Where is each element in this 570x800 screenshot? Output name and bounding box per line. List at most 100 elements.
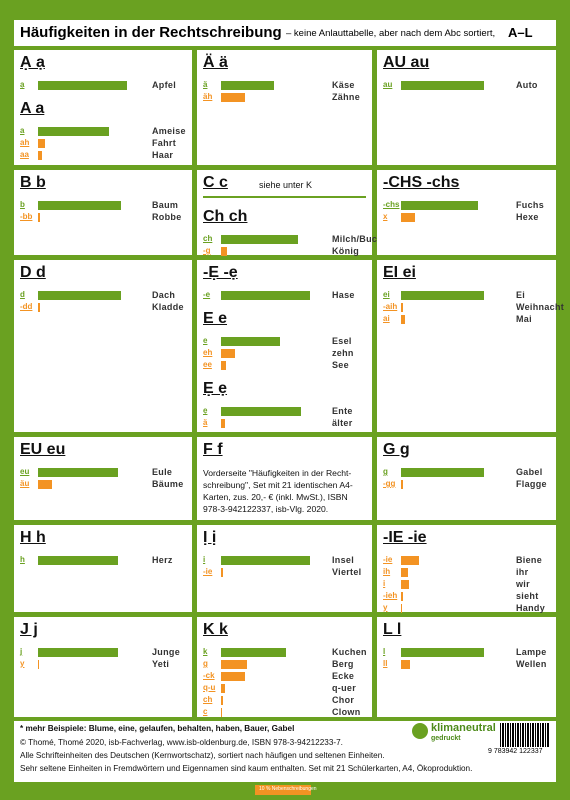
- example-word: Hase: [332, 290, 355, 300]
- frequency-bar: [221, 556, 310, 565]
- grapheme: -aih: [383, 302, 398, 311]
- frequency-bar: [221, 696, 224, 705]
- grapheme: ih: [383, 567, 391, 576]
- heading: AU au: [383, 54, 430, 71]
- grapheme: ch: [203, 234, 213, 243]
- frequency-bar: [221, 361, 226, 370]
- frequency-bar: [401, 648, 484, 657]
- heading: L l: [383, 621, 402, 638]
- card: G g g Gabel -gg Flagge: [377, 437, 556, 520]
- frequency-bar: [221, 349, 236, 358]
- grapheme: ä: [203, 418, 208, 427]
- frequency-bar: [38, 648, 119, 657]
- card: -CHS -chs -chs Fuchs x Hexe: [377, 170, 556, 255]
- frequency-bar: [401, 604, 403, 613]
- example-word: Auto: [516, 80, 538, 90]
- grapheme: ä: [203, 80, 208, 89]
- logo-subtitle: gedruckt: [431, 735, 461, 742]
- example-word: q-uer: [332, 683, 356, 693]
- frequency-bar: [38, 660, 40, 669]
- footer-line: © Thomé, Thomé 2020, isb-Fachverlag, www…: [20, 738, 343, 747]
- grapheme: eu: [20, 467, 30, 476]
- grapheme: -bb: [20, 212, 33, 221]
- example-word: Flagge: [516, 479, 547, 489]
- frequency-bar: [401, 81, 484, 90]
- frequency-bar: [221, 291, 310, 300]
- frequency-bar: [401, 315, 405, 324]
- note: siehe unter K: [259, 180, 313, 190]
- card: AU au au Auto: [377, 50, 556, 165]
- grapheme: l: [383, 647, 386, 656]
- heading: -Ẹ -ẹ: [203, 264, 238, 281]
- example-word: Dach: [152, 290, 176, 300]
- example-word: Yeti: [152, 659, 170, 669]
- heading: F f: [203, 441, 223, 458]
- example-word: Ente: [332, 406, 353, 416]
- frequency-bar: [401, 480, 404, 489]
- heading: -IE -ie: [383, 529, 427, 546]
- frequency-bar: [38, 213, 41, 222]
- frequency-bar: [401, 568, 409, 577]
- frequency-bar: [221, 93, 245, 102]
- example-word: Ameise: [152, 126, 186, 136]
- grapheme: aa: [20, 150, 29, 159]
- divider: [203, 196, 366, 198]
- frequency-bar: [401, 303, 404, 312]
- frequency-bar: [221, 247, 227, 256]
- heading: A a: [20, 100, 45, 117]
- frequency-bar: [38, 291, 121, 300]
- footer-box: * mehr Beispiele: Blume, eine, gelaufen,…: [14, 721, 556, 782]
- footer-line: Sehr seltene Einheiten in Fremdwörtern u…: [20, 764, 473, 773]
- frequency-bar: [38, 81, 127, 90]
- grapheme: y: [20, 659, 25, 668]
- heading: G g: [383, 441, 410, 458]
- frequency-bar: [38, 468, 119, 477]
- example-word: Ei: [516, 290, 526, 300]
- grapheme: ll: [383, 659, 388, 668]
- card: H h h Herz: [14, 525, 192, 612]
- heading: Ạ ạ: [20, 54, 45, 71]
- frequency-bar: [221, 708, 223, 717]
- frequency-bar: [221, 672, 245, 681]
- example-word: Fuchs: [516, 200, 545, 210]
- grapheme: i: [203, 555, 206, 564]
- example-word: Herz: [152, 555, 173, 565]
- heading: B b: [20, 174, 46, 191]
- example-word: Junge: [152, 647, 181, 657]
- frequency-bar: [221, 568, 224, 577]
- example-word: sieht: [516, 591, 539, 601]
- example-word: Kladde: [152, 302, 184, 312]
- example-word: Weihnacht: [516, 302, 565, 312]
- grapheme: y: [383, 603, 388, 612]
- tag-text: 10 % Nebenschreibungen: [259, 786, 317, 792]
- heading: K k: [203, 621, 228, 638]
- example-word: Lampe: [516, 647, 547, 657]
- card: -IE -ie -ie Biene ih ihr i wir -ieh sieht y Handy: [377, 525, 556, 613]
- frequency-bar: [401, 580, 410, 589]
- heading: EU eu: [20, 441, 66, 458]
- grapheme: c: [203, 707, 208, 716]
- example-word: Robbe: [152, 212, 182, 222]
- grapheme: -chs: [383, 200, 400, 209]
- example-word: Baum: [152, 200, 179, 210]
- example-word: Handy: [516, 603, 546, 613]
- card: D d d Dach -dd Kladde: [14, 260, 192, 432]
- example-word: Viertel: [332, 567, 362, 577]
- frequency-bar: [38, 556, 119, 565]
- example-word: wir: [516, 579, 530, 589]
- example-word: Haar: [152, 150, 174, 160]
- card: F f Vorderseite "Häufigkeiten in der Rech…: [197, 437, 372, 520]
- heading: -CHS -chs: [383, 174, 460, 191]
- heading: EI ei: [383, 264, 416, 281]
- heading: Ẹ ẹ: [203, 380, 228, 397]
- frequency-bar: [221, 684, 225, 693]
- logo-title: klimaneutral: [431, 722, 496, 734]
- grapheme: eh: [203, 348, 213, 357]
- example-word: See: [332, 360, 349, 370]
- card: Ä ä ä Käse äh Zähne: [197, 50, 372, 165]
- frequency-bar: [401, 201, 478, 210]
- grapheme: -ie: [383, 555, 393, 564]
- example-word: Hexe: [516, 212, 539, 222]
- grapheme: -g: [203, 246, 211, 255]
